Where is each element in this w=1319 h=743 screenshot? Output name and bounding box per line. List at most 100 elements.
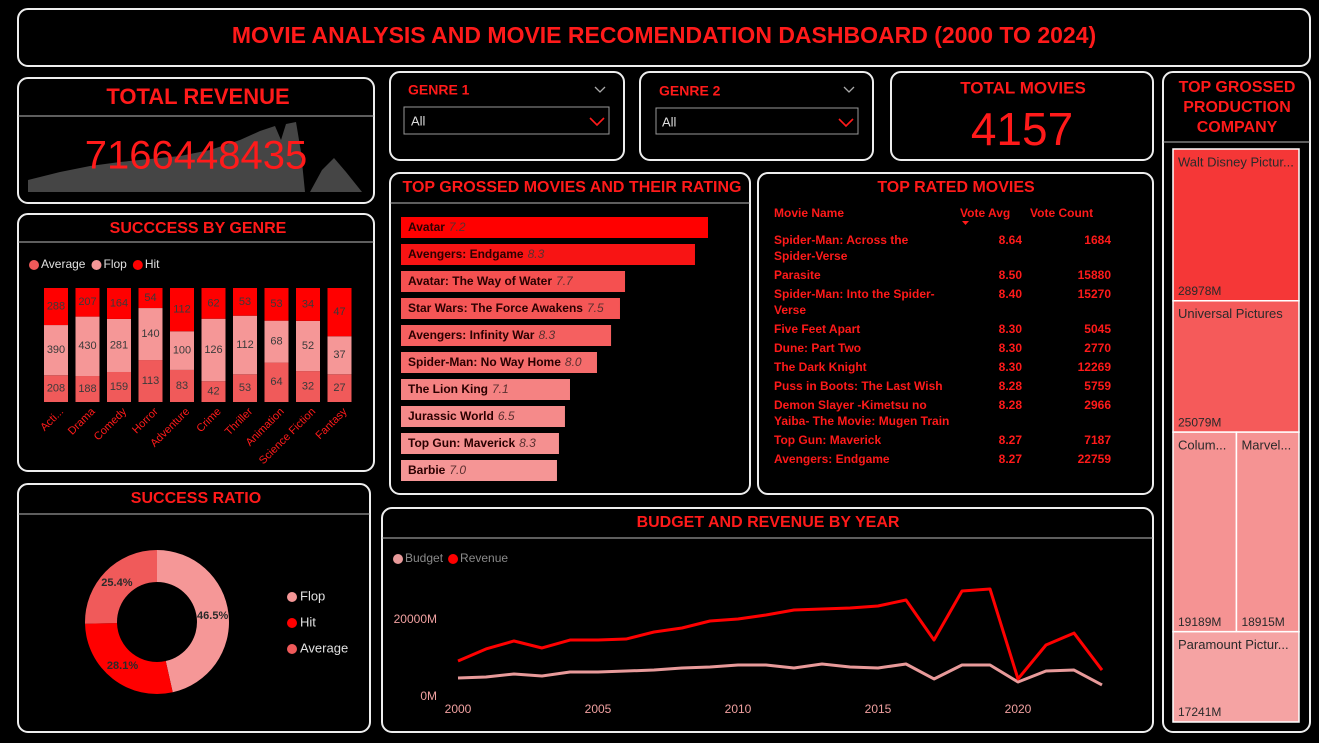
table-cell: Parasite <box>774 268 821 282</box>
sparkline-decoration <box>28 122 362 192</box>
line-series <box>457 662 1103 687</box>
legend-marker <box>287 644 297 654</box>
bar <box>401 460 557 481</box>
legend-label: Hit <box>145 257 160 271</box>
bar-label: Avatar: The Way of Water 7.7 <box>408 274 574 288</box>
legend-label: Revenue <box>460 551 508 565</box>
table-cell: Top Gun: Maverick <box>774 433 882 447</box>
x-tick-label: Horror <box>130 405 161 436</box>
legend-marker <box>132 260 143 270</box>
tile-value: 25079M <box>1178 415 1221 429</box>
bar-segment <box>233 374 257 402</box>
sort-indicator[interactable] <box>962 221 969 225</box>
donut-slice <box>157 550 229 693</box>
data-label: 47 <box>333 306 345 318</box>
data-label: 46.5% <box>197 610 228 622</box>
table-row[interactable]: Puss in Boots: The Last Wish 8.28 5759 <box>770 377 1115 396</box>
data-label: 27 <box>333 382 345 394</box>
table-cell: 8.50 <box>998 268 1022 282</box>
dropdown-value[interactable]: All <box>411 113 426 128</box>
table-row[interactable]: Dune: Part Two 8.30 2770 <box>770 339 1115 358</box>
movie-rating: 8.3 <box>538 328 555 342</box>
bar-segment <box>296 320 320 372</box>
bar-segment <box>44 375 68 402</box>
bar-segment <box>170 369 194 402</box>
data-label: 37 <box>333 349 345 361</box>
movie-name: Avatar: The Way of Water <box>408 274 552 288</box>
bar <box>401 325 612 346</box>
data-label: 188 <box>78 383 96 395</box>
revenue-card <box>17 77 375 204</box>
bar-label: Jurassic World 6.5 <box>408 409 515 423</box>
donut-slice <box>84 550 157 624</box>
data-label: 54 <box>144 292 156 304</box>
tile-value: 19189M <box>1178 615 1221 629</box>
chevron[interactable] <box>589 117 605 127</box>
movie-rating: 7.5 <box>587 301 604 315</box>
data-label: 53 <box>239 296 251 308</box>
kpi-value: 4157 <box>971 103 1073 155</box>
data-label: 207 <box>78 296 96 308</box>
table-row[interactable]: Parasite 8.50 15880 <box>770 266 1115 285</box>
x-tick-label: Crime <box>194 406 223 435</box>
data-label: 28.1% <box>107 660 138 672</box>
data-label: 100 <box>173 345 191 357</box>
y-tick-label: 0M <box>420 689 437 703</box>
bar <box>401 298 620 319</box>
bar-segment <box>138 288 163 309</box>
kpi-value: 7166448435 <box>85 134 307 178</box>
table-row[interactable]: Avengers: Endgame 8.27 22759 <box>770 450 1115 469</box>
movie-name: Avengers: Infinity War <box>408 328 535 342</box>
column-header[interactable]: Movie Name <box>774 205 845 220</box>
title-card <box>17 8 1311 67</box>
dropdown[interactable] <box>403 106 610 135</box>
chevron[interactable] <box>838 118 854 128</box>
table-cell: Avengers: Endgame <box>774 452 890 466</box>
table-cell: 8.64 <box>998 233 1022 247</box>
x-tick-label: Acti... <box>38 406 66 434</box>
kpi-label: TOTAL REVENUE <box>106 84 289 109</box>
legend-marker <box>29 260 39 270</box>
bar-segment <box>233 288 257 316</box>
table-row[interactable]: Five Feet Apart 8.30 5045 <box>770 320 1115 339</box>
table-row[interactable]: Spider-Man: Across the Spider-Verse 8.64 1… <box>770 231 1115 266</box>
table-row[interactable]: Spider-Man: Into the Spider-Verse 8.40 152… <box>770 285 1115 320</box>
movie-name: Spider-Man: No Way Home <box>408 355 561 369</box>
dropdown-value[interactable]: All <box>662 114 677 129</box>
movie-name: Top Gun: Maverick <box>408 436 515 450</box>
column-header[interactable]: Vote Avg <box>960 205 1011 220</box>
movie-name: The Lion King <box>408 382 488 396</box>
dropdown[interactable] <box>655 107 859 135</box>
table-cell: Puss in Boots: The Last Wish <box>774 379 943 393</box>
bar-segment <box>296 288 320 321</box>
bar <box>401 217 708 238</box>
slicer-label: GENRE 1 <box>408 82 470 98</box>
x-tick-label: Science Fiction <box>257 406 318 467</box>
bar-segment <box>201 381 226 402</box>
bar-segment <box>264 320 289 363</box>
table-row[interactable]: Top Gun: Maverick 8.27 7187 <box>770 431 1115 450</box>
table-row[interactable]: Demon Slayer -Kimetsu no Yaiba- The Movi… <box>770 396 1115 431</box>
bar-segment <box>107 318 131 372</box>
tile-value: 17241M <box>1178 705 1221 719</box>
data-label: 53 <box>239 382 251 394</box>
line-series <box>457 587 1104 681</box>
slicer-card <box>389 71 625 161</box>
treemap-tile <box>1172 148 1300 302</box>
movie-name: Avatar <box>408 220 445 234</box>
table-row[interactable]: The Dark Knight 8.30 12269 <box>770 358 1115 377</box>
bar-segment <box>201 288 226 319</box>
bar-segment <box>327 374 352 402</box>
bar <box>401 244 695 265</box>
column-header[interactable]: Vote Count <box>1030 205 1094 220</box>
tile-label: Walt Disney Pictur... <box>1178 154 1294 169</box>
data-label: 53 <box>270 298 282 310</box>
legend-marker <box>448 554 459 564</box>
treemap-tile <box>1172 630 1300 723</box>
bar <box>401 433 559 454</box>
treemap-tile <box>1172 300 1300 433</box>
bar-segment <box>75 288 100 317</box>
chart-title: TOP GROSSED MOVIES AND THEIR RATING <box>403 179 742 196</box>
data-label: 62 <box>207 297 219 309</box>
